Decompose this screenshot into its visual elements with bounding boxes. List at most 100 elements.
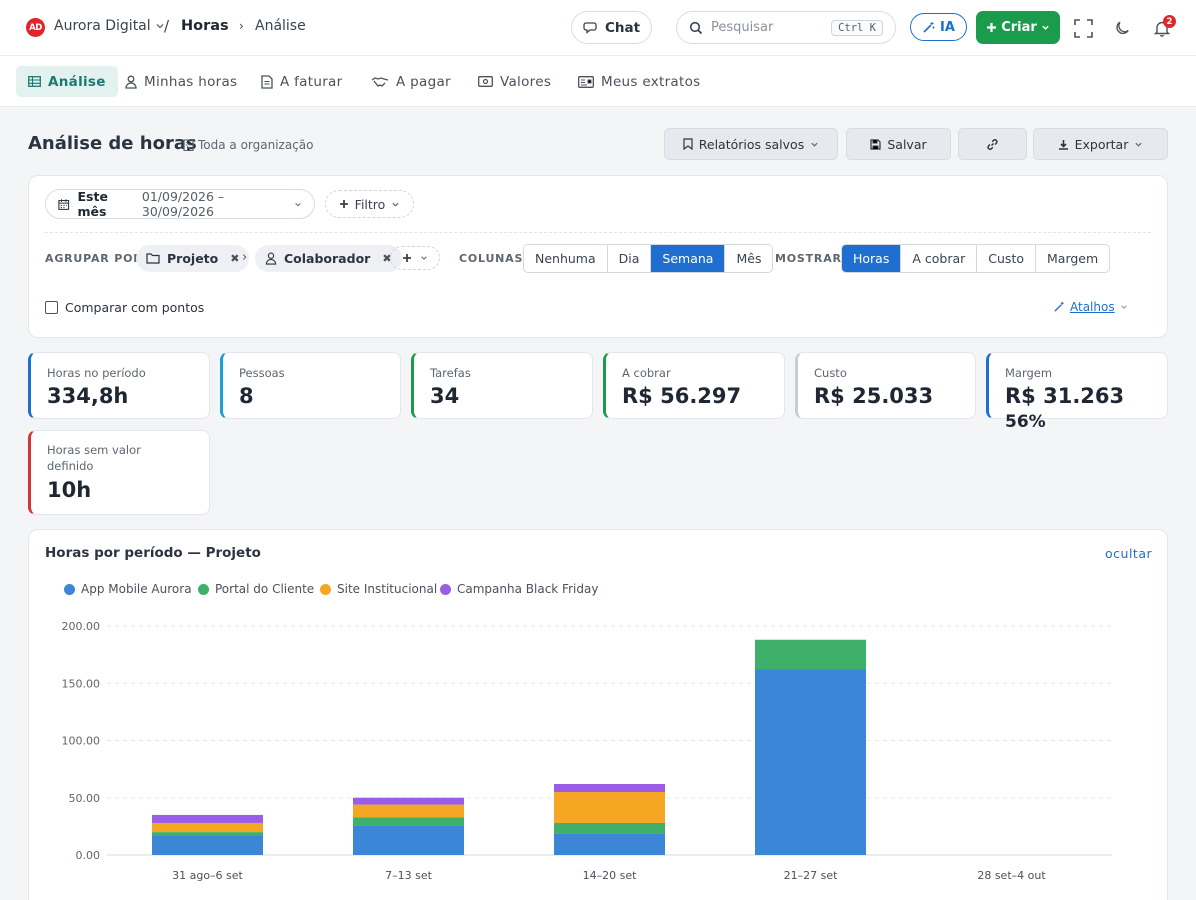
kpi-value: 34 bbox=[430, 384, 460, 408]
breadcrumb-analise[interactable]: Análise bbox=[255, 18, 306, 34]
search-shortcut: Ctrl K bbox=[831, 19, 883, 36]
bar-segment bbox=[554, 784, 665, 793]
kpi-value: 10h bbox=[47, 478, 92, 502]
search-placeholder: Pesquisar bbox=[711, 20, 774, 35]
fullscreen-button[interactable] bbox=[1073, 18, 1093, 38]
bar-segment bbox=[554, 822, 665, 834]
dark-mode-toggle[interactable] bbox=[1114, 19, 1132, 37]
create-button[interactable]: Criar bbox=[976, 11, 1060, 44]
fullscreen-icon bbox=[1073, 18, 1093, 38]
tab-label: Minhas horas bbox=[144, 73, 238, 90]
legend-item[interactable]: Campanha Black Friday bbox=[440, 582, 598, 596]
calendar-icon bbox=[58, 198, 70, 210]
legend-item[interactable]: Site Institucional bbox=[320, 582, 437, 596]
saved-reports-label: Relatórios salvos bbox=[698, 136, 805, 152]
shortcuts-link[interactable]: Atalhos bbox=[1053, 300, 1128, 314]
columns-option-dia[interactable]: Dia bbox=[608, 245, 652, 272]
search-icon bbox=[689, 21, 703, 34]
document-icon bbox=[261, 74, 273, 89]
breadcrumb-separator: / bbox=[164, 17, 170, 35]
plus-icon bbox=[339, 200, 348, 208]
chat-label: Chat bbox=[604, 19, 641, 36]
search-input[interactable]: Pesquisar Ctrl K bbox=[676, 11, 896, 44]
show-option-custo[interactable]: Custo bbox=[977, 245, 1036, 272]
y-tick-label: 200.00 bbox=[62, 620, 101, 633]
columns-option-mes[interactable]: Mês bbox=[736, 251, 762, 266]
tab-a-pagar[interactable]: A pagar bbox=[371, 66, 451, 97]
chat-button[interactable]: Chat bbox=[571, 11, 652, 44]
breadcrumb-separator-chevron: › bbox=[239, 19, 244, 33]
kpi-value: R$ 25.033 bbox=[814, 384, 934, 408]
legend-swatch bbox=[320, 583, 331, 595]
tab-a-faturar[interactable]: A faturar bbox=[261, 66, 342, 97]
download-icon bbox=[1058, 139, 1068, 150]
notification-badge: 2 bbox=[1163, 15, 1176, 28]
compare-checkbox-row[interactable]: Comparar com pontos bbox=[45, 300, 204, 315]
columns-label: COLUNAS bbox=[459, 252, 524, 265]
period-label: Este mês bbox=[77, 189, 108, 219]
show-option-horas[interactable]: Horas bbox=[842, 245, 902, 272]
bar-segment bbox=[353, 825, 464, 855]
save-icon bbox=[870, 138, 881, 150]
bar-segment bbox=[353, 817, 464, 826]
columns-option-nenhuma[interactable]: Nenhuma bbox=[524, 245, 608, 272]
breadcrumb-horas[interactable]: Horas bbox=[181, 18, 229, 34]
kpi-value: R$ 31.263 56% bbox=[1005, 384, 1167, 432]
show-option-margem[interactable]: Margem bbox=[1047, 251, 1099, 266]
group-chip-colaborador[interactable]: Colaborador ✖ bbox=[255, 245, 402, 272]
tab-valores[interactable]: Valores bbox=[478, 66, 551, 97]
y-tick-label: 100.00 bbox=[62, 735, 101, 748]
add-filter-button[interactable]: Filtro bbox=[325, 190, 414, 218]
kpi-value: 334,8h bbox=[47, 384, 129, 408]
saved-reports-button[interactable]: Relatórios salvos bbox=[664, 128, 838, 160]
tab-minhas-horas[interactable]: Minhas horas bbox=[125, 66, 237, 97]
moon-icon bbox=[1116, 21, 1129, 35]
org-name: Aurora Digital bbox=[54, 18, 151, 34]
handshake-icon bbox=[371, 76, 389, 87]
money-icon bbox=[478, 76, 493, 87]
y-tick-label: 150.00 bbox=[62, 677, 101, 690]
folder-icon bbox=[146, 253, 160, 264]
chevron-down-icon bbox=[421, 256, 427, 260]
kpi-card-tarefas: Tarefas 34 bbox=[411, 352, 593, 419]
tab-label: A pagar bbox=[396, 73, 451, 90]
legend-item[interactable]: App Mobile Aurora bbox=[64, 582, 192, 596]
user-icon bbox=[125, 75, 137, 89]
copy-link-button[interactable] bbox=[958, 128, 1027, 160]
group-chip-projeto[interactable]: Projeto ✖ bbox=[136, 245, 250, 272]
org-switcher[interactable]: Aurora Digital bbox=[54, 18, 165, 34]
hide-chart-link[interactable]: ocultar bbox=[1105, 546, 1153, 561]
create-label: Criar bbox=[1001, 20, 1037, 35]
remove-icon[interactable]: ✖ bbox=[230, 252, 240, 265]
chart-title: Horas por período — Projeto bbox=[45, 545, 261, 561]
save-button[interactable]: Salvar bbox=[846, 128, 951, 160]
kpi-label: A cobrar bbox=[622, 366, 671, 380]
ai-button[interactable]: IA bbox=[910, 13, 967, 41]
period-selector[interactable]: Este mês 01/09/2026 – 30/09/2026 bbox=[45, 189, 315, 219]
show-option-a-cobrar[interactable]: A cobrar bbox=[901, 245, 978, 272]
tab-analise[interactable]: Análise bbox=[16, 66, 118, 97]
bar-segment bbox=[554, 792, 665, 823]
tab-meus-extratos[interactable]: Meus extratos bbox=[578, 66, 701, 97]
compare-label: Comparar com pontos bbox=[65, 300, 205, 315]
y-tick-label: 0.00 bbox=[76, 849, 101, 862]
group-by-label: AGRUPAR POR bbox=[45, 252, 143, 265]
bar-segment bbox=[353, 797, 464, 805]
kpi-value-amount: R$ 31.263 bbox=[1005, 384, 1125, 408]
kpi-value-percent: 56% bbox=[1005, 412, 1046, 432]
tab-label: Meus extratos bbox=[601, 73, 701, 90]
kpi-label: Horas sem valor definido bbox=[47, 443, 141, 473]
x-tick-label: 31 ago–6 set bbox=[172, 869, 243, 882]
scope-text: Toda a organização bbox=[198, 138, 314, 152]
export-button[interactable]: Exportar bbox=[1033, 128, 1168, 160]
org-logo[interactable]: AD bbox=[26, 18, 45, 37]
legend-swatch bbox=[440, 583, 451, 595]
bar-segment bbox=[353, 804, 464, 818]
bookmark-icon bbox=[683, 138, 693, 150]
columns-option-semana[interactable]: Semana bbox=[651, 245, 726, 272]
remove-icon[interactable]: ✖ bbox=[382, 252, 392, 265]
add-group-button[interactable] bbox=[390, 246, 440, 270]
compare-checkbox[interactable] bbox=[45, 301, 58, 314]
kpi-label: Pessoas bbox=[239, 366, 285, 380]
legend-item[interactable]: Portal do Cliente bbox=[198, 582, 314, 596]
